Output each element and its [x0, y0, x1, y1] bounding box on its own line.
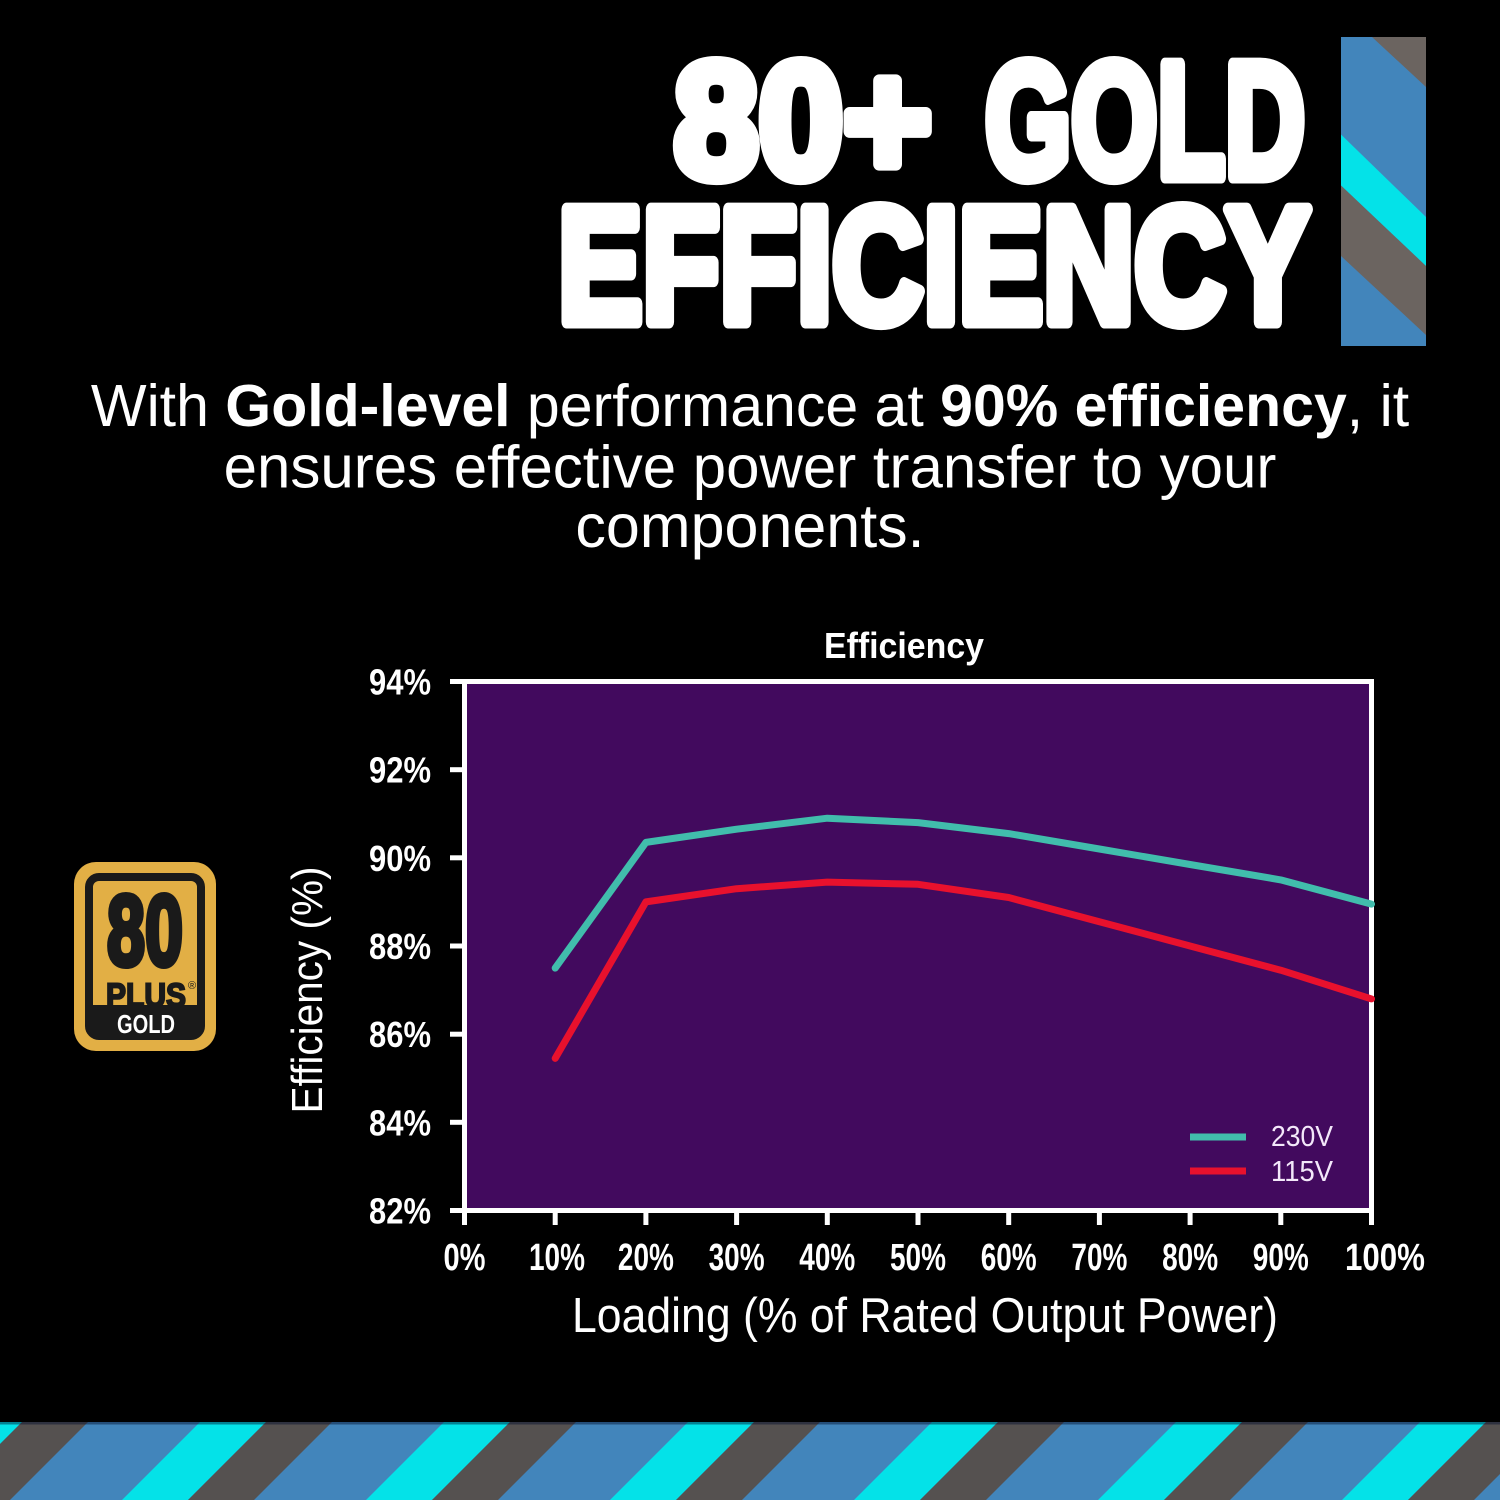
svg-text:PLUS: PLUS	[106, 977, 186, 1015]
svg-text:30%: 30%	[709, 1237, 765, 1279]
svg-text:50%: 50%	[890, 1237, 946, 1279]
svg-text:90%: 90%	[369, 838, 431, 879]
svg-text:With Gold-level performance at: With Gold-level performance at 90% effic…	[91, 373, 1409, 439]
svg-text:90%: 90%	[1253, 1237, 1309, 1279]
svg-text:70%: 70%	[1071, 1237, 1127, 1279]
svg-text:86%: 86%	[369, 1014, 431, 1055]
svg-text:GOLD: GOLD	[117, 1009, 175, 1039]
svg-text:Efficiency: Efficiency	[824, 625, 984, 666]
svg-text:88%: 88%	[369, 926, 431, 967]
svg-text:80+: 80+	[674, 29, 932, 212]
svg-text:Efficiency (%): Efficiency (%)	[283, 867, 332, 1114]
svg-text:100%: 100%	[1345, 1237, 1425, 1279]
svg-text:20%: 20%	[618, 1237, 674, 1279]
svg-text:components.: components.	[575, 492, 924, 560]
svg-text:80: 80	[107, 875, 183, 987]
svg-text:94%: 94%	[369, 662, 431, 703]
svg-text:82%: 82%	[369, 1191, 431, 1232]
svg-text:ensures effective power transf: ensures effective power transfer to your	[224, 434, 1277, 501]
svg-text:®: ®	[188, 980, 196, 992]
svg-text:60%: 60%	[981, 1237, 1037, 1279]
svg-text:84%: 84%	[369, 1102, 431, 1143]
svg-text:80%: 80%	[1162, 1237, 1218, 1279]
svg-text:EFFICIENCY: EFFICIENCY	[558, 174, 1310, 357]
svg-text:40%: 40%	[799, 1237, 855, 1279]
svg-text:GOLD: GOLD	[985, 29, 1305, 212]
svg-text:0%: 0%	[444, 1237, 486, 1279]
svg-text:92%: 92%	[369, 750, 431, 791]
svg-text:230V: 230V	[1271, 1121, 1334, 1153]
svg-text:115V: 115V	[1271, 1156, 1334, 1188]
svg-text:Loading (% of Rated Output Pow: Loading (% of Rated Output Power)	[572, 1289, 1278, 1343]
svg-text:10%: 10%	[529, 1237, 585, 1279]
